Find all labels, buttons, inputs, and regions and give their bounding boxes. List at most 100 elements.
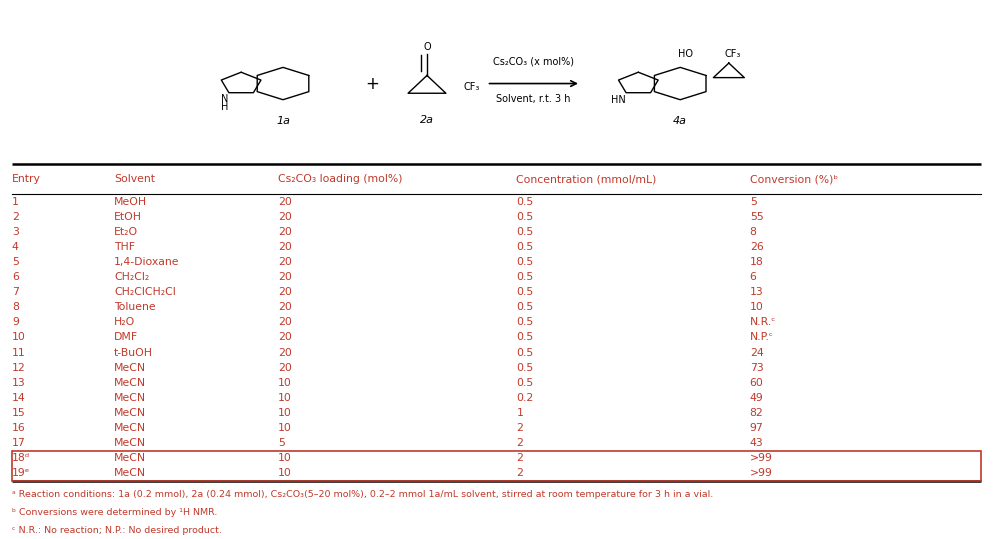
Text: 20: 20 <box>278 257 292 267</box>
Text: 10: 10 <box>12 333 26 342</box>
Text: 7: 7 <box>12 287 19 297</box>
Text: 8: 8 <box>750 227 757 237</box>
Text: Et₂O: Et₂O <box>114 227 138 237</box>
Text: 0.5: 0.5 <box>516 348 533 357</box>
Text: 2: 2 <box>516 453 523 463</box>
Text: MeCN: MeCN <box>114 468 146 478</box>
Text: MeCN: MeCN <box>114 378 146 388</box>
Text: 13: 13 <box>750 287 764 297</box>
Text: 2: 2 <box>516 468 523 478</box>
Text: 5: 5 <box>278 438 285 448</box>
Text: 97: 97 <box>750 423 764 433</box>
Text: MeCN: MeCN <box>114 438 146 448</box>
Text: Solvent: Solvent <box>114 174 155 184</box>
Text: O: O <box>423 42 431 52</box>
Text: 0.5: 0.5 <box>516 317 533 327</box>
Text: 20: 20 <box>278 333 292 342</box>
Text: 11: 11 <box>12 348 26 357</box>
Text: 24: 24 <box>750 348 764 357</box>
Text: 10: 10 <box>278 423 292 433</box>
Text: 20: 20 <box>278 242 292 252</box>
Text: ᵇ Conversions were determined by ¹H NMR.: ᵇ Conversions were determined by ¹H NMR. <box>12 508 217 517</box>
Text: 10: 10 <box>278 408 292 418</box>
Text: HO: HO <box>677 49 693 59</box>
Text: t-BuOH: t-BuOH <box>114 348 153 357</box>
Text: 17: 17 <box>12 438 26 448</box>
Text: 55: 55 <box>750 212 764 222</box>
Text: 6: 6 <box>750 272 757 282</box>
Text: 10: 10 <box>278 468 292 478</box>
Text: 73: 73 <box>750 363 764 372</box>
Text: 10: 10 <box>278 378 292 388</box>
Text: 1a: 1a <box>276 116 290 126</box>
Text: MeCN: MeCN <box>114 423 146 433</box>
Text: 49: 49 <box>750 393 764 403</box>
Text: 20: 20 <box>278 317 292 327</box>
Text: 8: 8 <box>12 302 19 312</box>
Text: 2: 2 <box>12 212 19 222</box>
Text: 18: 18 <box>750 257 764 267</box>
Text: 2: 2 <box>516 423 523 433</box>
Text: 10: 10 <box>278 393 292 403</box>
Text: DMF: DMF <box>114 333 138 342</box>
Text: MeCN: MeCN <box>114 393 146 403</box>
Text: >99: >99 <box>750 453 773 463</box>
Text: 5: 5 <box>12 257 19 267</box>
Text: ᶜ N.R.: No reaction; N.P.: No desired product.: ᶜ N.R.: No reaction; N.P.: No desired pr… <box>12 526 221 535</box>
Text: 14: 14 <box>12 393 26 403</box>
Text: 43: 43 <box>750 438 764 448</box>
Text: 3: 3 <box>12 227 19 237</box>
Text: 0.2: 0.2 <box>516 393 533 403</box>
Text: N.P.ᶜ: N.P.ᶜ <box>750 333 774 342</box>
Text: 20: 20 <box>278 287 292 297</box>
Text: 15: 15 <box>12 408 26 418</box>
Text: 10: 10 <box>750 302 764 312</box>
Text: 10: 10 <box>278 453 292 463</box>
Text: 5: 5 <box>750 197 757 206</box>
Text: THF: THF <box>114 242 135 252</box>
Text: MeCN: MeCN <box>114 453 146 463</box>
Text: MeCN: MeCN <box>114 363 146 372</box>
Text: 1: 1 <box>516 408 523 418</box>
Text: Entry: Entry <box>12 174 41 184</box>
Text: 0.5: 0.5 <box>516 212 533 222</box>
Text: CF₃: CF₃ <box>464 82 480 92</box>
Text: Concentration (mmol/mL): Concentration (mmol/mL) <box>516 174 656 184</box>
Text: 18ᵈ: 18ᵈ <box>12 453 30 463</box>
Text: 19ᵉ: 19ᵉ <box>12 468 30 478</box>
Text: 0.5: 0.5 <box>516 302 533 312</box>
Text: Cs₂CO₃ loading (mol%): Cs₂CO₃ loading (mol%) <box>278 174 402 184</box>
Text: 20: 20 <box>278 302 292 312</box>
Text: H₂O: H₂O <box>114 317 135 327</box>
Text: CH₂ClCH₂Cl: CH₂ClCH₂Cl <box>114 287 176 297</box>
Text: 9: 9 <box>12 317 19 327</box>
Text: 0.5: 0.5 <box>516 272 533 282</box>
Text: 0.5: 0.5 <box>516 257 533 267</box>
Text: 20: 20 <box>278 212 292 222</box>
Text: Solvent, r.t. 3 h: Solvent, r.t. 3 h <box>496 94 571 103</box>
Text: Toluene: Toluene <box>114 302 156 312</box>
Text: 0.5: 0.5 <box>516 197 533 206</box>
Text: 2a: 2a <box>420 115 434 126</box>
Text: 82: 82 <box>750 408 764 418</box>
Text: ᵃ Reaction conditions: 1a (0.2 mmol), 2a (0.24 mmol), Cs₂CO₃(5–20 mol%), 0.2–2 m: ᵃ Reaction conditions: 1a (0.2 mmol), 2a… <box>12 490 713 500</box>
Text: 20: 20 <box>278 272 292 282</box>
Text: 1,4-Dioxane: 1,4-Dioxane <box>114 257 180 267</box>
Text: MeOH: MeOH <box>114 197 147 206</box>
Text: 0.5: 0.5 <box>516 378 533 388</box>
Text: 20: 20 <box>278 227 292 237</box>
Text: 0.5: 0.5 <box>516 333 533 342</box>
Text: 16: 16 <box>12 423 26 433</box>
Text: N: N <box>220 94 228 104</box>
Text: 20: 20 <box>278 348 292 357</box>
Text: Cs₂CO₃ (x mol%): Cs₂CO₃ (x mol%) <box>494 57 574 67</box>
Text: H: H <box>220 102 228 112</box>
Text: CF₃: CF₃ <box>725 49 741 59</box>
Text: 1: 1 <box>12 197 19 206</box>
Text: 0.5: 0.5 <box>516 242 533 252</box>
Text: 0.5: 0.5 <box>516 363 533 372</box>
Text: 12: 12 <box>12 363 26 372</box>
Text: 4: 4 <box>12 242 19 252</box>
Text: EtOH: EtOH <box>114 212 142 222</box>
Text: CH₂Cl₂: CH₂Cl₂ <box>114 272 149 282</box>
